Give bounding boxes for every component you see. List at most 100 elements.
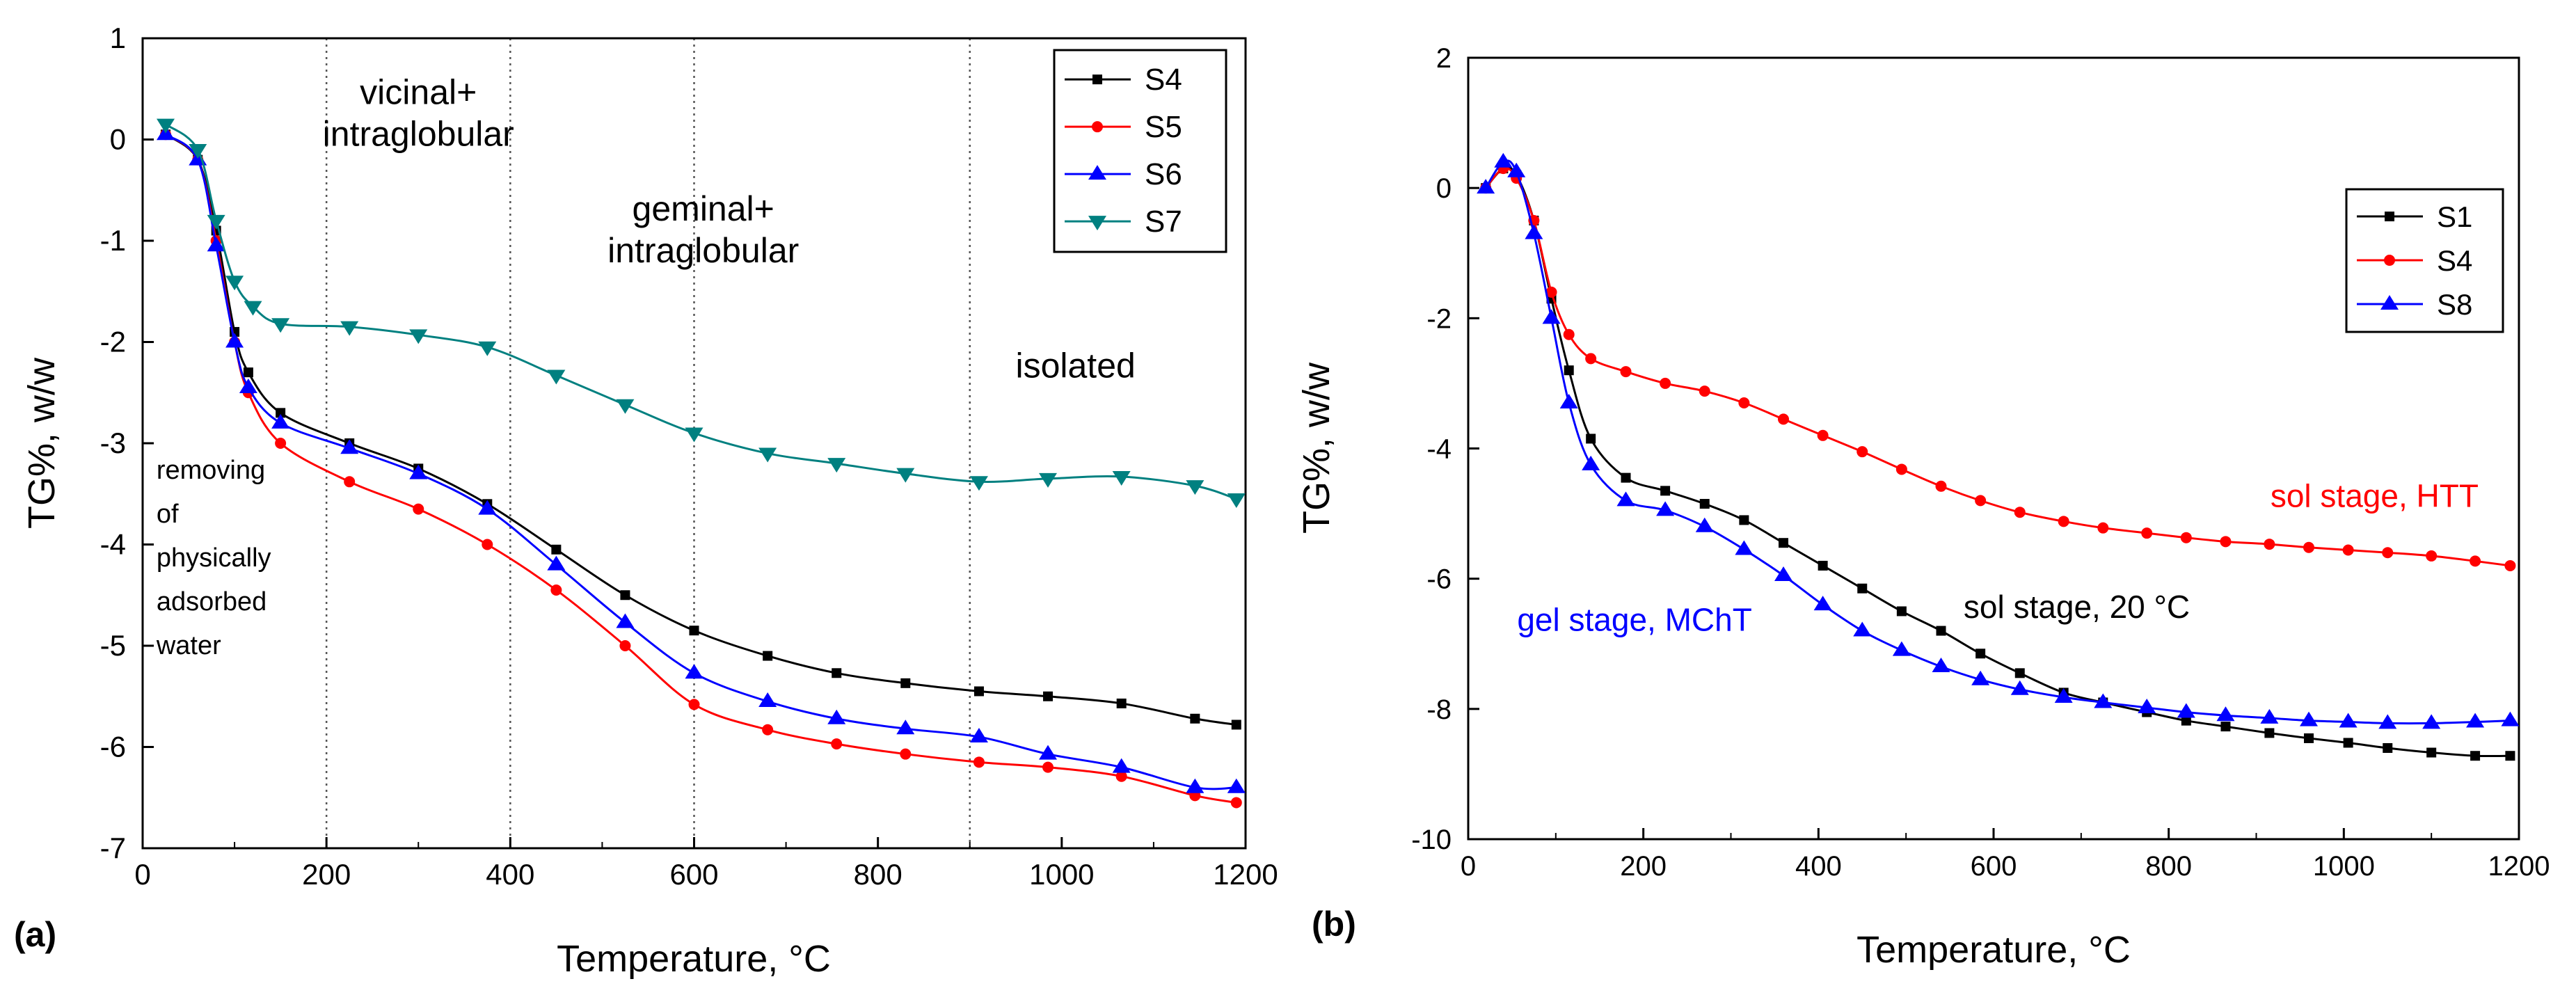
a-y-tick-label: -2	[100, 326, 126, 358]
panel-b-legend: S1 S4 S8	[2345, 188, 2504, 333]
b-data-point-s1	[2304, 733, 2314, 743]
b-data-point-s4	[1699, 385, 1710, 397]
a-x-tick-label: 600	[669, 858, 718, 891]
a-legend-label: S6	[1145, 157, 1182, 191]
a-data-point-s4	[1116, 698, 1127, 708]
a-data-point-s6	[685, 664, 703, 679]
b-x-tick-label: 0	[1461, 851, 1476, 882]
a-y-tick-label: 0	[110, 123, 126, 156]
a-data-point-s5	[973, 756, 985, 768]
a-data-point-s6	[271, 413, 290, 429]
a-data-point-s6	[969, 727, 988, 742]
b-data-point-s8	[2501, 711, 2520, 726]
b-data-point-s1	[2383, 742, 2393, 753]
a-data-point-s6	[896, 719, 915, 735]
a-data-point-s7	[225, 276, 244, 291]
b-data-point-s8	[2054, 687, 2073, 703]
b-data-point-s4	[1545, 286, 1557, 298]
b-data-point-s8	[2216, 706, 2235, 722]
a-data-point-s6	[409, 464, 428, 479]
b-data-point-s4	[2470, 555, 2481, 567]
b-x-tick-label: 800	[2145, 851, 2192, 882]
a-data-point-s7	[1112, 471, 1131, 486]
a-x-tick-label: 400	[486, 858, 534, 891]
b-data-point-s4	[2058, 516, 2069, 527]
a-data-point-s4	[689, 626, 699, 636]
b-data-point-s8	[2466, 713, 2485, 728]
b-y-tick-label: -10	[1411, 825, 1452, 855]
b-data-point-s1	[1896, 606, 1907, 617]
a-y-tick-label: -5	[100, 629, 126, 662]
panel-a-legend: S4 S5 S6 S7	[1053, 49, 1227, 253]
b-data-point-s4	[2097, 522, 2109, 534]
b-legend-label: S4	[2437, 244, 2472, 277]
a-y-tick-label: -4	[100, 528, 126, 561]
b-data-point-s1	[2181, 715, 2191, 726]
a-annotation-text: water	[156, 631, 221, 660]
b-data-point-s4	[1738, 397, 1750, 408]
b-legend-label: S8	[2437, 288, 2472, 321]
a-data-point-s6	[616, 613, 635, 628]
a-data-point-s6	[225, 333, 244, 348]
a-data-point-s6	[1227, 778, 1246, 793]
b-data-point-s1	[1586, 434, 1596, 444]
a-annotation-text: geminal+	[633, 189, 774, 228]
a-y-tick-label: -7	[100, 832, 126, 864]
b-data-point-s4	[1585, 353, 1597, 365]
a-data-point-s7	[409, 329, 428, 344]
panel-b-annotations: sol stage, HTT sol stage, 20 °C gel stage,…	[1517, 478, 2479, 638]
a-data-point-s4	[763, 651, 773, 661]
b-data-point-s1	[1779, 538, 1788, 548]
a-data-point-s5	[275, 438, 287, 449]
b-data-point-s4	[1660, 377, 1671, 389]
a-data-point-s7	[1039, 472, 1058, 488]
a-data-point-s7	[207, 214, 225, 230]
a-data-point-s7	[1186, 480, 1204, 495]
b-data-point-s8	[2094, 693, 2113, 708]
b-y-tick-label: 2	[1436, 43, 1452, 74]
b-data-point-s4	[1895, 463, 1907, 475]
a-data-point-s6	[758, 692, 777, 708]
a-data-point-s7	[758, 447, 777, 463]
b-data-point-s4	[2180, 532, 2192, 543]
b-data-point-s1	[2426, 747, 2437, 758]
b-data-point-s8	[1853, 621, 1872, 637]
a-data-point-s7	[340, 321, 359, 336]
b-data-point-s8	[1774, 566, 1792, 581]
b-data-point-s1	[2343, 738, 2353, 748]
a-annotation-text: intraglobular	[607, 231, 799, 270]
a-data-point-s5	[900, 748, 912, 760]
a-data-point-s4	[1190, 713, 1200, 724]
b-data-point-s4	[1778, 413, 1789, 425]
a-data-point-s6	[827, 709, 846, 724]
a-annotation-text: isolated	[1015, 346, 1135, 385]
b-data-point-s8	[2339, 713, 2358, 728]
a-y-tick-label: -6	[100, 731, 126, 763]
b-data-point-s1	[2220, 722, 2231, 732]
b-data-point-s4	[1563, 328, 1575, 340]
b-data-point-s8	[1582, 455, 1600, 470]
a-data-point-s5	[1042, 761, 1054, 773]
b-x-tick-label: 1000	[2313, 851, 2375, 882]
a-data-point-s5	[482, 539, 493, 550]
a-data-point-s4	[243, 367, 253, 378]
a-data-point-s4	[620, 590, 630, 601]
b-data-point-s1	[1857, 583, 1868, 594]
b-data-point-s1	[1818, 560, 1828, 571]
panel-a-annotations: vicinal+intraglobulargeminal+intraglobul…	[156, 73, 1136, 660]
a-y-tick-label: -3	[100, 427, 126, 459]
b-data-point-s8	[1477, 179, 1495, 194]
b-data-point-s4	[1975, 495, 1987, 507]
panel-a-y-axis-label: TG%, w/w	[21, 357, 63, 529]
b-data-point-s1	[2470, 751, 2481, 761]
a-data-point-s6	[478, 500, 497, 515]
b-y-tick-label: -4	[1426, 434, 1452, 465]
a-data-point-s5	[831, 738, 843, 750]
panel-b-series	[1477, 152, 2520, 761]
b-data-point-s4	[1935, 480, 1947, 492]
a-data-point-s7	[157, 118, 175, 134]
a-data-point-s4	[1043, 691, 1054, 701]
a-data-point-s4	[1231, 719, 1241, 730]
b-data-point-s1	[1660, 486, 1671, 496]
